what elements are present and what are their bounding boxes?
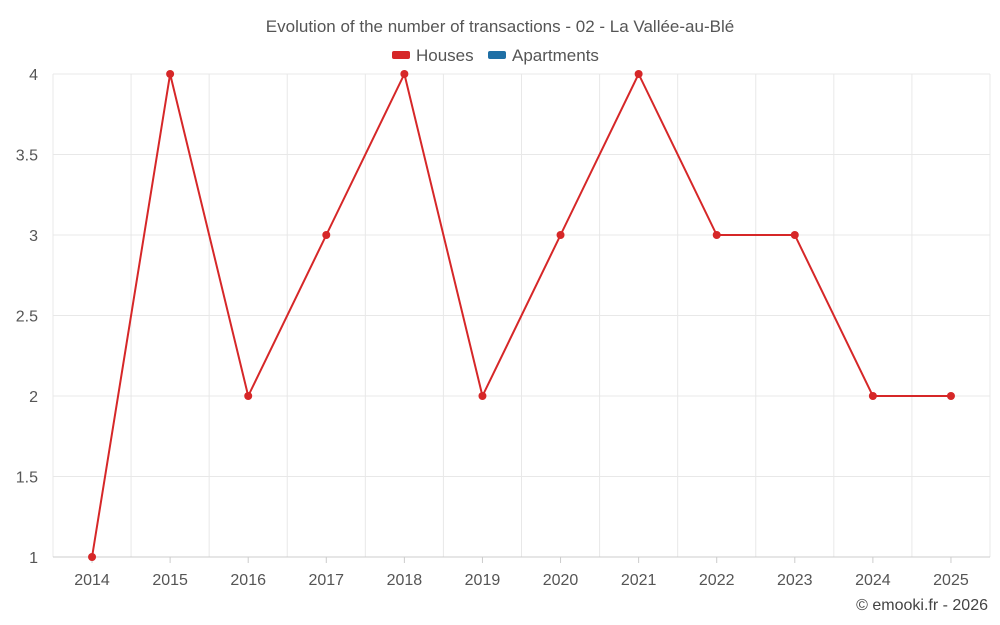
data-point[interactable] xyxy=(244,392,253,400)
data-point[interactable] xyxy=(166,70,175,78)
x-tick-label: 2017 xyxy=(308,572,344,589)
data-point[interactable] xyxy=(322,231,331,239)
x-tick-label: 2024 xyxy=(855,572,891,589)
x-tick-label: 2022 xyxy=(699,572,735,589)
x-tick-label: 2020 xyxy=(543,572,579,589)
data-point[interactable] xyxy=(556,231,565,239)
data-point[interactable] xyxy=(478,392,487,400)
credit-text: © emooki.fr - 2026 xyxy=(856,597,988,614)
x-tick-label: 2014 xyxy=(74,572,110,589)
data-point[interactable] xyxy=(88,553,97,561)
legend-swatch-apartments xyxy=(488,51,506,59)
data-point[interactable] xyxy=(712,231,721,239)
data-point[interactable] xyxy=(634,70,643,78)
x-tick-label: 2025 xyxy=(933,572,969,589)
x-tick-label: 2023 xyxy=(777,572,813,589)
legend-swatch-houses xyxy=(392,51,410,59)
legend-item-houses[interactable]: Houses xyxy=(392,46,474,65)
legend-label-apartments: Apartments xyxy=(512,46,599,65)
x-tick-label: 2018 xyxy=(387,572,423,589)
data-point[interactable] xyxy=(946,392,955,400)
y-tick-label: 4 xyxy=(29,67,38,84)
y-tick-label: 2 xyxy=(29,389,38,406)
series-line-houses xyxy=(91,73,951,558)
x-tick-label: 2021 xyxy=(621,572,657,589)
legend: Houses Apartments xyxy=(392,46,599,65)
legend-item-apartments[interactable]: Apartments xyxy=(488,46,599,65)
legend-label-houses: Houses xyxy=(416,46,474,65)
chart-title: Evolution of the number of transactions … xyxy=(266,17,734,36)
axes: 1 1.5 2 2.5 3 3.5 4 2014 2015 2016 2017 2018 2019 202… xyxy=(16,67,990,589)
series-layer xyxy=(88,70,955,561)
data-point[interactable] xyxy=(790,231,799,239)
y-tick-label: 3.5 xyxy=(16,148,38,165)
y-tick-label: 3 xyxy=(29,228,38,245)
x-tick-label: 2016 xyxy=(230,572,266,589)
x-tick-label: 2019 xyxy=(465,572,501,589)
x-tick-label: 2015 xyxy=(152,572,188,589)
y-tick-label: 1 xyxy=(29,550,38,567)
data-point[interactable] xyxy=(868,392,877,400)
y-tick-label: 1.5 xyxy=(16,470,38,487)
y-tick-label: 2.5 xyxy=(16,309,38,326)
data-point[interactable] xyxy=(400,70,409,78)
